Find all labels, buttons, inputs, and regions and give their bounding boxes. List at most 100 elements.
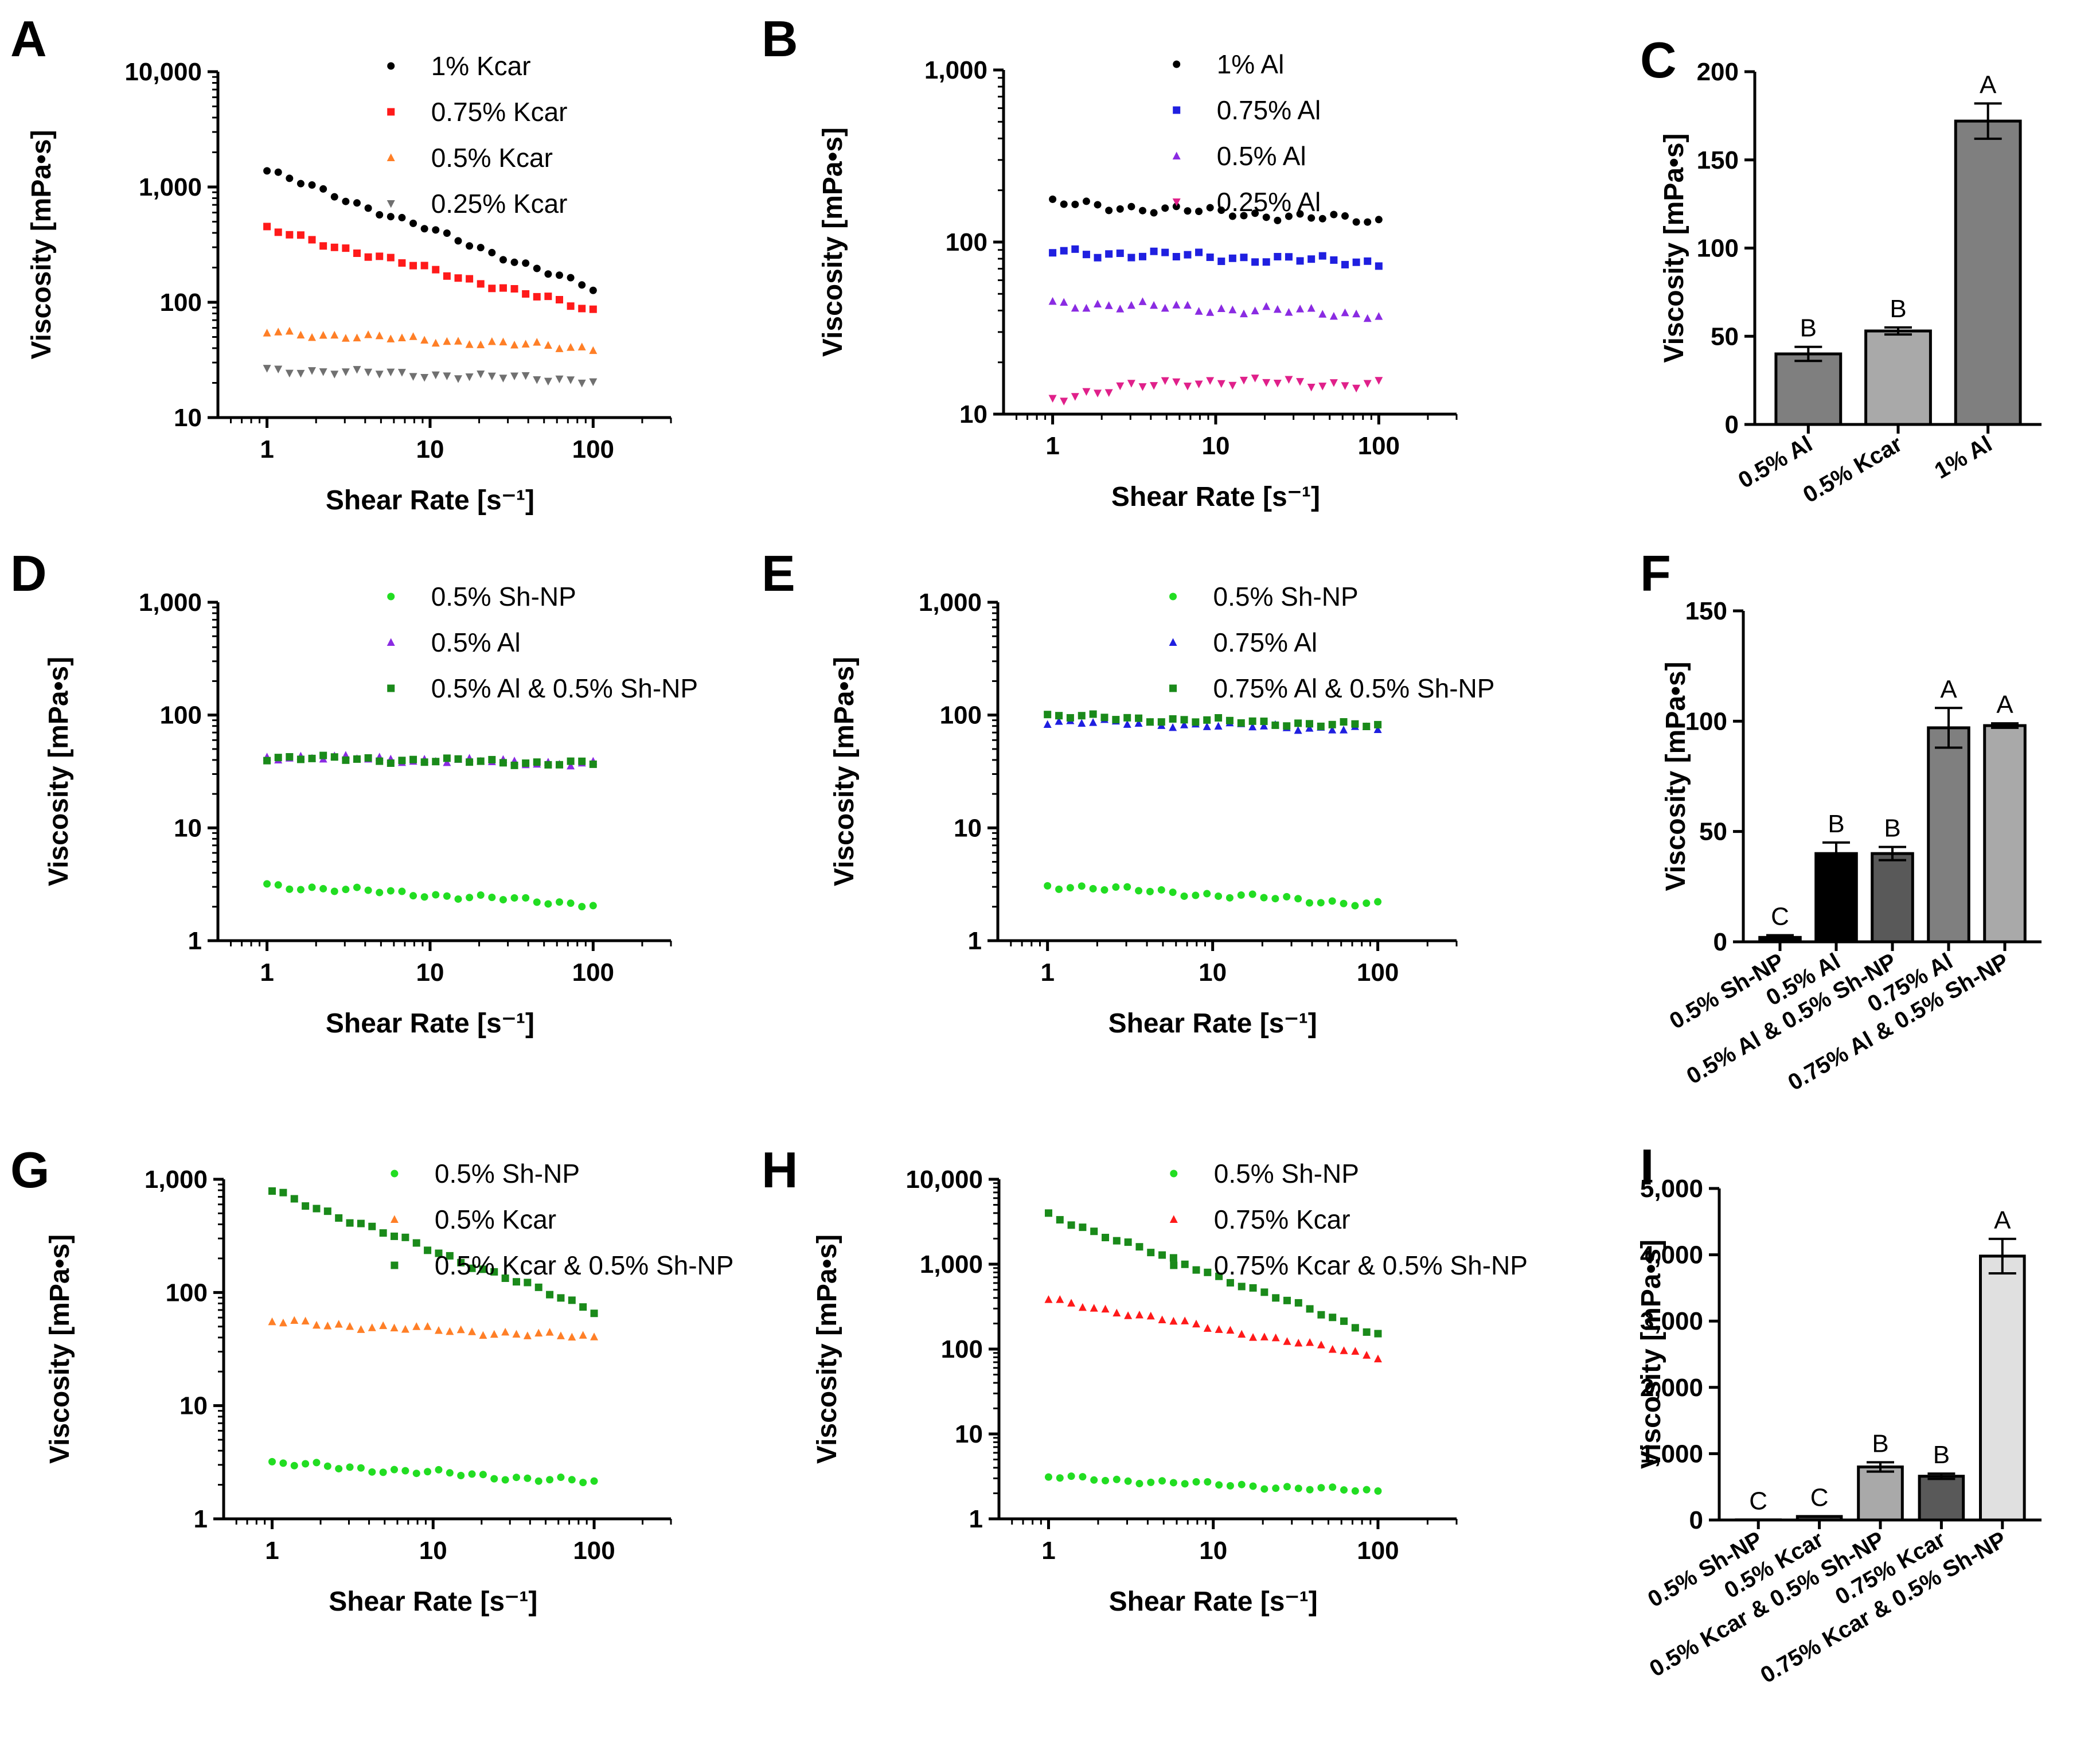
data-point: [1180, 720, 1188, 728]
series-0: [1044, 882, 1382, 910]
data-point: [409, 262, 417, 270]
legend-label: 0.5% Al: [431, 627, 521, 657]
data-point: [589, 346, 598, 354]
data-point: [1374, 1330, 1382, 1338]
data-point: [1169, 1479, 1177, 1487]
data-point: [1340, 1486, 1348, 1494]
data-point: [1127, 380, 1135, 388]
data-point: [524, 1474, 532, 1482]
data-point: [263, 223, 271, 231]
data-point: [342, 756, 350, 764]
data-point: [1116, 205, 1124, 213]
x-tick-label: 100: [572, 435, 614, 463]
data-point: [1329, 1314, 1337, 1322]
data-point: [398, 213, 406, 221]
data-point: [1078, 882, 1086, 890]
bar: [1978, 1254, 2026, 1522]
data-point: [534, 1328, 543, 1337]
data-point: [1206, 204, 1214, 212]
data-point: [376, 888, 384, 897]
data-point: [1215, 714, 1223, 722]
data-point: [1169, 1254, 1177, 1262]
data-point: [353, 755, 361, 763]
data-point: [330, 193, 338, 201]
data-point: [319, 185, 327, 193]
legend-marker: [1169, 638, 1177, 646]
data-point: [577, 342, 586, 350]
data-point: [1124, 1238, 1132, 1246]
x-tick-label: 100: [1358, 432, 1400, 460]
data-point: [420, 225, 428, 233]
data-point: [1169, 888, 1177, 897]
data-point: [346, 1322, 354, 1330]
data-point: [579, 1331, 587, 1339]
data-point: [1116, 305, 1125, 313]
data-point: [279, 1318, 287, 1327]
data-point: [364, 330, 373, 338]
y-tick-label: 50: [1711, 322, 1739, 350]
data-point: [1373, 725, 1382, 734]
data-point: [1172, 301, 1181, 309]
data-point: [431, 371, 440, 380]
data-point: [1285, 253, 1293, 261]
data-point: [1363, 380, 1372, 388]
data-point: [319, 751, 327, 759]
x-tick-label: 10: [416, 958, 444, 987]
data-point: [1056, 1295, 1064, 1303]
x-tick-label: 1: [1041, 1537, 1055, 1565]
data-point: [308, 236, 316, 244]
data-point: [1138, 383, 1147, 391]
x-axis-label: Shear Rate [s⁻¹]: [329, 1587, 537, 1617]
y-axis-label: Viscosity [mPa•s]: [26, 130, 57, 359]
legend-marker: [387, 684, 395, 692]
data-point: [568, 1476, 576, 1484]
x-tick-label: 1: [1045, 432, 1059, 460]
data-point: [346, 1219, 354, 1227]
data-point: [567, 274, 575, 282]
data-point: [1082, 251, 1090, 259]
data-point: [589, 286, 597, 294]
data-point: [268, 1187, 276, 1195]
data-point: [546, 1291, 554, 1299]
data-point: [1251, 306, 1259, 314]
data-point: [533, 376, 541, 384]
data-point: [1169, 723, 1177, 731]
data-point: [479, 1331, 487, 1339]
data-point: [555, 344, 564, 352]
data-point: [1172, 378, 1181, 387]
data-point: [1226, 1279, 1234, 1287]
x-tick-label: 1: [1040, 958, 1054, 987]
y-tick-label: 100: [1697, 235, 1739, 263]
data-point: [1340, 1317, 1348, 1325]
significance-letter: B: [1884, 814, 1900, 843]
data-point: [435, 1466, 443, 1474]
data-point: [1138, 252, 1146, 260]
data-point: [401, 1233, 409, 1241]
data-point: [1305, 899, 1313, 907]
data-point: [1150, 301, 1158, 309]
y-axis-label: Viscosity [mPa•s]: [45, 1234, 75, 1464]
data-point: [479, 1471, 487, 1479]
data-point: [499, 284, 507, 292]
x-axis-label: Shear Rate [s⁻¹]: [1108, 1008, 1317, 1039]
x-tick-label: 10: [1201, 432, 1229, 460]
data-point: [443, 372, 451, 380]
data-point: [330, 887, 338, 895]
bar: [1864, 329, 1932, 426]
data-point: [1351, 1347, 1360, 1355]
data-point: [555, 761, 563, 769]
y-tick-label: 0: [1713, 928, 1727, 956]
data-point: [1104, 389, 1113, 397]
data-point: [274, 168, 282, 176]
y-tick-label: 100: [940, 701, 982, 730]
data-point: [1272, 1294, 1280, 1302]
data-point: [274, 365, 283, 373]
data-point: [387, 213, 395, 221]
data-point: [1089, 710, 1097, 718]
y-tick-label: 3,000: [1640, 1307, 1703, 1335]
data-point: [454, 895, 462, 903]
data-point: [1094, 254, 1102, 262]
x-axis-label: Shear Rate [s⁻¹]: [1111, 482, 1320, 512]
legend-label: 0.5% Al: [1217, 141, 1306, 171]
